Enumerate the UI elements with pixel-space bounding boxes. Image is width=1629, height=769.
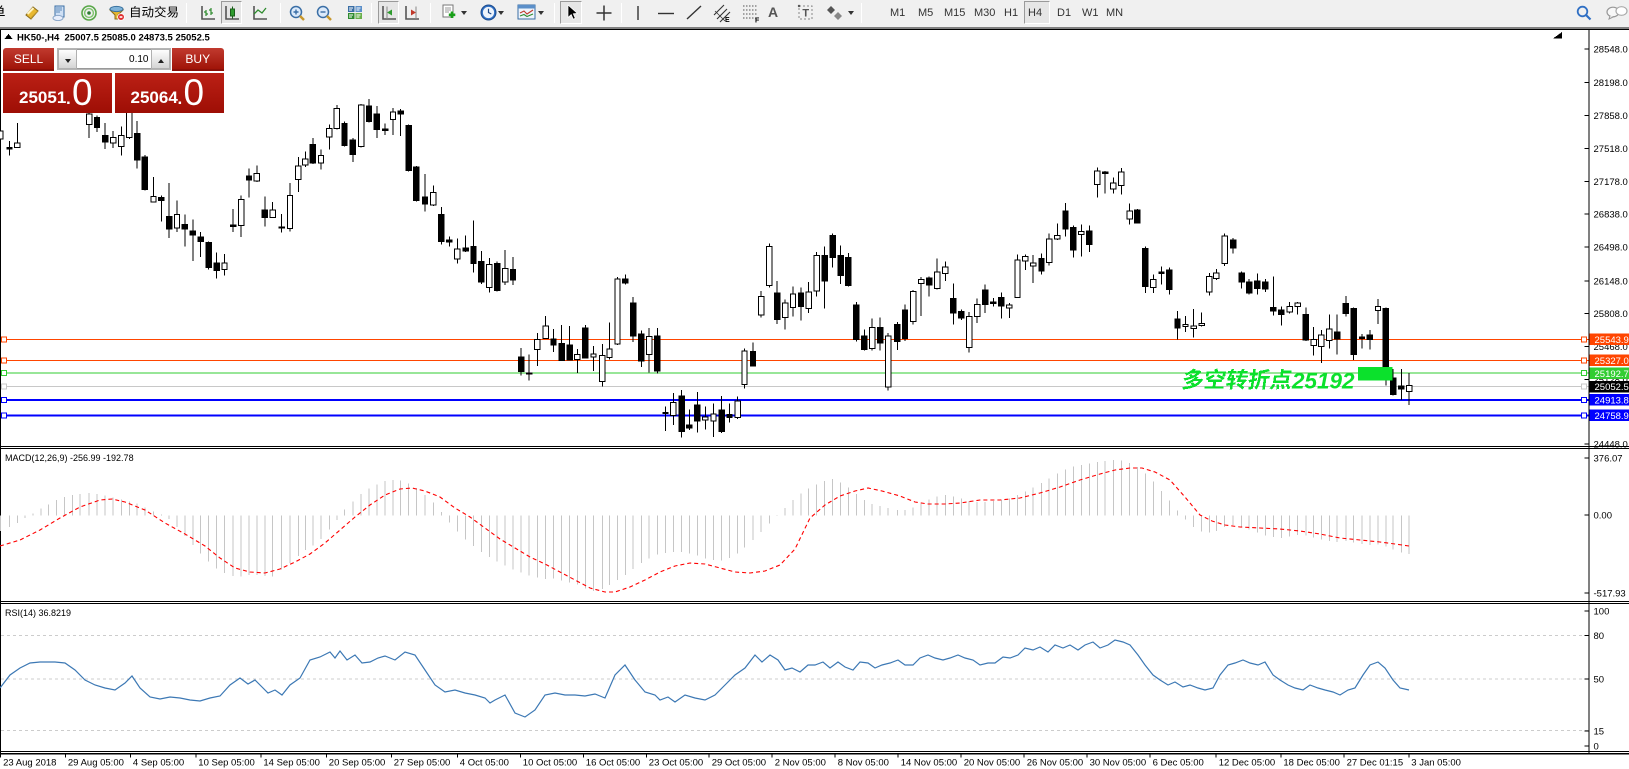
svg-text:-517.93: -517.93	[1594, 588, 1626, 599]
svg-text:E: E	[725, 17, 730, 23]
svg-text:24448.0: 24448.0	[1594, 440, 1628, 451]
svg-text:10 Sep 05:00: 10 Sep 05:00	[198, 757, 255, 768]
svg-text:50: 50	[1594, 675, 1605, 686]
svg-text:3 Jan 05:00: 3 Jan 05:00	[1411, 757, 1461, 768]
svg-text:28198.0: 28198.0	[1594, 78, 1628, 89]
svg-text:25468.0: 25468.0	[1594, 342, 1628, 353]
svg-text:25128.0: 25128.0	[1594, 375, 1628, 386]
svg-text:23 Aug 2018: 23 Aug 2018	[3, 757, 56, 768]
svg-text:27 Sep 05:00: 27 Sep 05:00	[394, 757, 451, 768]
svg-text:26838.0: 26838.0	[1594, 210, 1628, 221]
svg-text:25543.9: 25543.9	[1595, 335, 1629, 346]
svg-text:10 Oct 05:00: 10 Oct 05:00	[523, 757, 577, 768]
svg-text:24913.8: 24913.8	[1595, 395, 1629, 406]
svg-text:18 Dec 05:00: 18 Dec 05:00	[1283, 757, 1340, 768]
svg-text:F: F	[755, 18, 760, 24]
svg-text:2 Nov 05:00: 2 Nov 05:00	[775, 757, 826, 768]
svg-text:0.00: 0.00	[1594, 511, 1613, 522]
svg-text:15: 15	[1594, 726, 1605, 737]
svg-text:25052.5: 25052.5	[1595, 382, 1629, 393]
svg-text:27518.0: 27518.0	[1594, 144, 1628, 155]
svg-text:27858.0: 27858.0	[1594, 111, 1628, 122]
svg-text:30 Nov 05:00: 30 Nov 05:00	[1090, 757, 1147, 768]
svg-text:100: 100	[1594, 606, 1610, 617]
svg-text:25327.0: 25327.0	[1595, 356, 1629, 367]
svg-text:0: 0	[1594, 742, 1599, 753]
svg-text:27 Dec 01:15: 27 Dec 01:15	[1347, 757, 1404, 768]
svg-text:27178.0: 27178.0	[1594, 177, 1628, 188]
svg-text:4 Sep 05:00: 4 Sep 05:00	[133, 757, 184, 768]
svg-text:26498.0: 26498.0	[1594, 243, 1628, 254]
svg-text:25808.0: 25808.0	[1594, 309, 1628, 320]
svg-text:25192: 25192	[1291, 369, 1355, 394]
svg-text:80: 80	[1594, 631, 1605, 642]
svg-text:T: T	[802, 8, 809, 20]
svg-text:29 Oct 05:00: 29 Oct 05:00	[712, 757, 766, 768]
svg-text:RSI(14) 36.8219: RSI(14) 36.8219	[5, 608, 71, 618]
svg-text:4 Oct 05:00: 4 Oct 05:00	[460, 757, 509, 768]
svg-text:29 Aug 05:00: 29 Aug 05:00	[68, 757, 124, 768]
svg-text:24758.9: 24758.9	[1595, 411, 1629, 422]
svg-text:26 Nov 05:00: 26 Nov 05:00	[1027, 757, 1084, 768]
svg-text:6 Dec 05:00: 6 Dec 05:00	[1153, 757, 1204, 768]
svg-text:20 Sep 05:00: 20 Sep 05:00	[329, 757, 386, 768]
svg-text:14 Nov 05:00: 14 Nov 05:00	[901, 757, 958, 768]
svg-text:HK50-,H4 25007.5 25085.0 2487: HK50-,H4 25007.5 25085.0 24873.5 25052.5	[17, 33, 211, 44]
svg-text:26148.0: 26148.0	[1594, 276, 1628, 287]
svg-text:MACD(12,26,9) -256.99 -192.78: MACD(12,26,9) -256.99 -192.78	[5, 453, 134, 463]
svg-text:23 Oct 05:00: 23 Oct 05:00	[649, 757, 703, 768]
svg-text:20 Nov 05:00: 20 Nov 05:00	[964, 757, 1021, 768]
svg-text:25192.7: 25192.7	[1595, 369, 1629, 380]
svg-text:16 Oct 05:00: 16 Oct 05:00	[586, 757, 640, 768]
svg-text:8 Nov 05:00: 8 Nov 05:00	[838, 757, 889, 768]
svg-text:14 Sep 05:00: 14 Sep 05:00	[263, 757, 320, 768]
svg-text:12 Dec 05:00: 12 Dec 05:00	[1219, 757, 1276, 768]
svg-text:376.07: 376.07	[1594, 454, 1623, 465]
svg-text:28548.0: 28548.0	[1594, 44, 1628, 55]
